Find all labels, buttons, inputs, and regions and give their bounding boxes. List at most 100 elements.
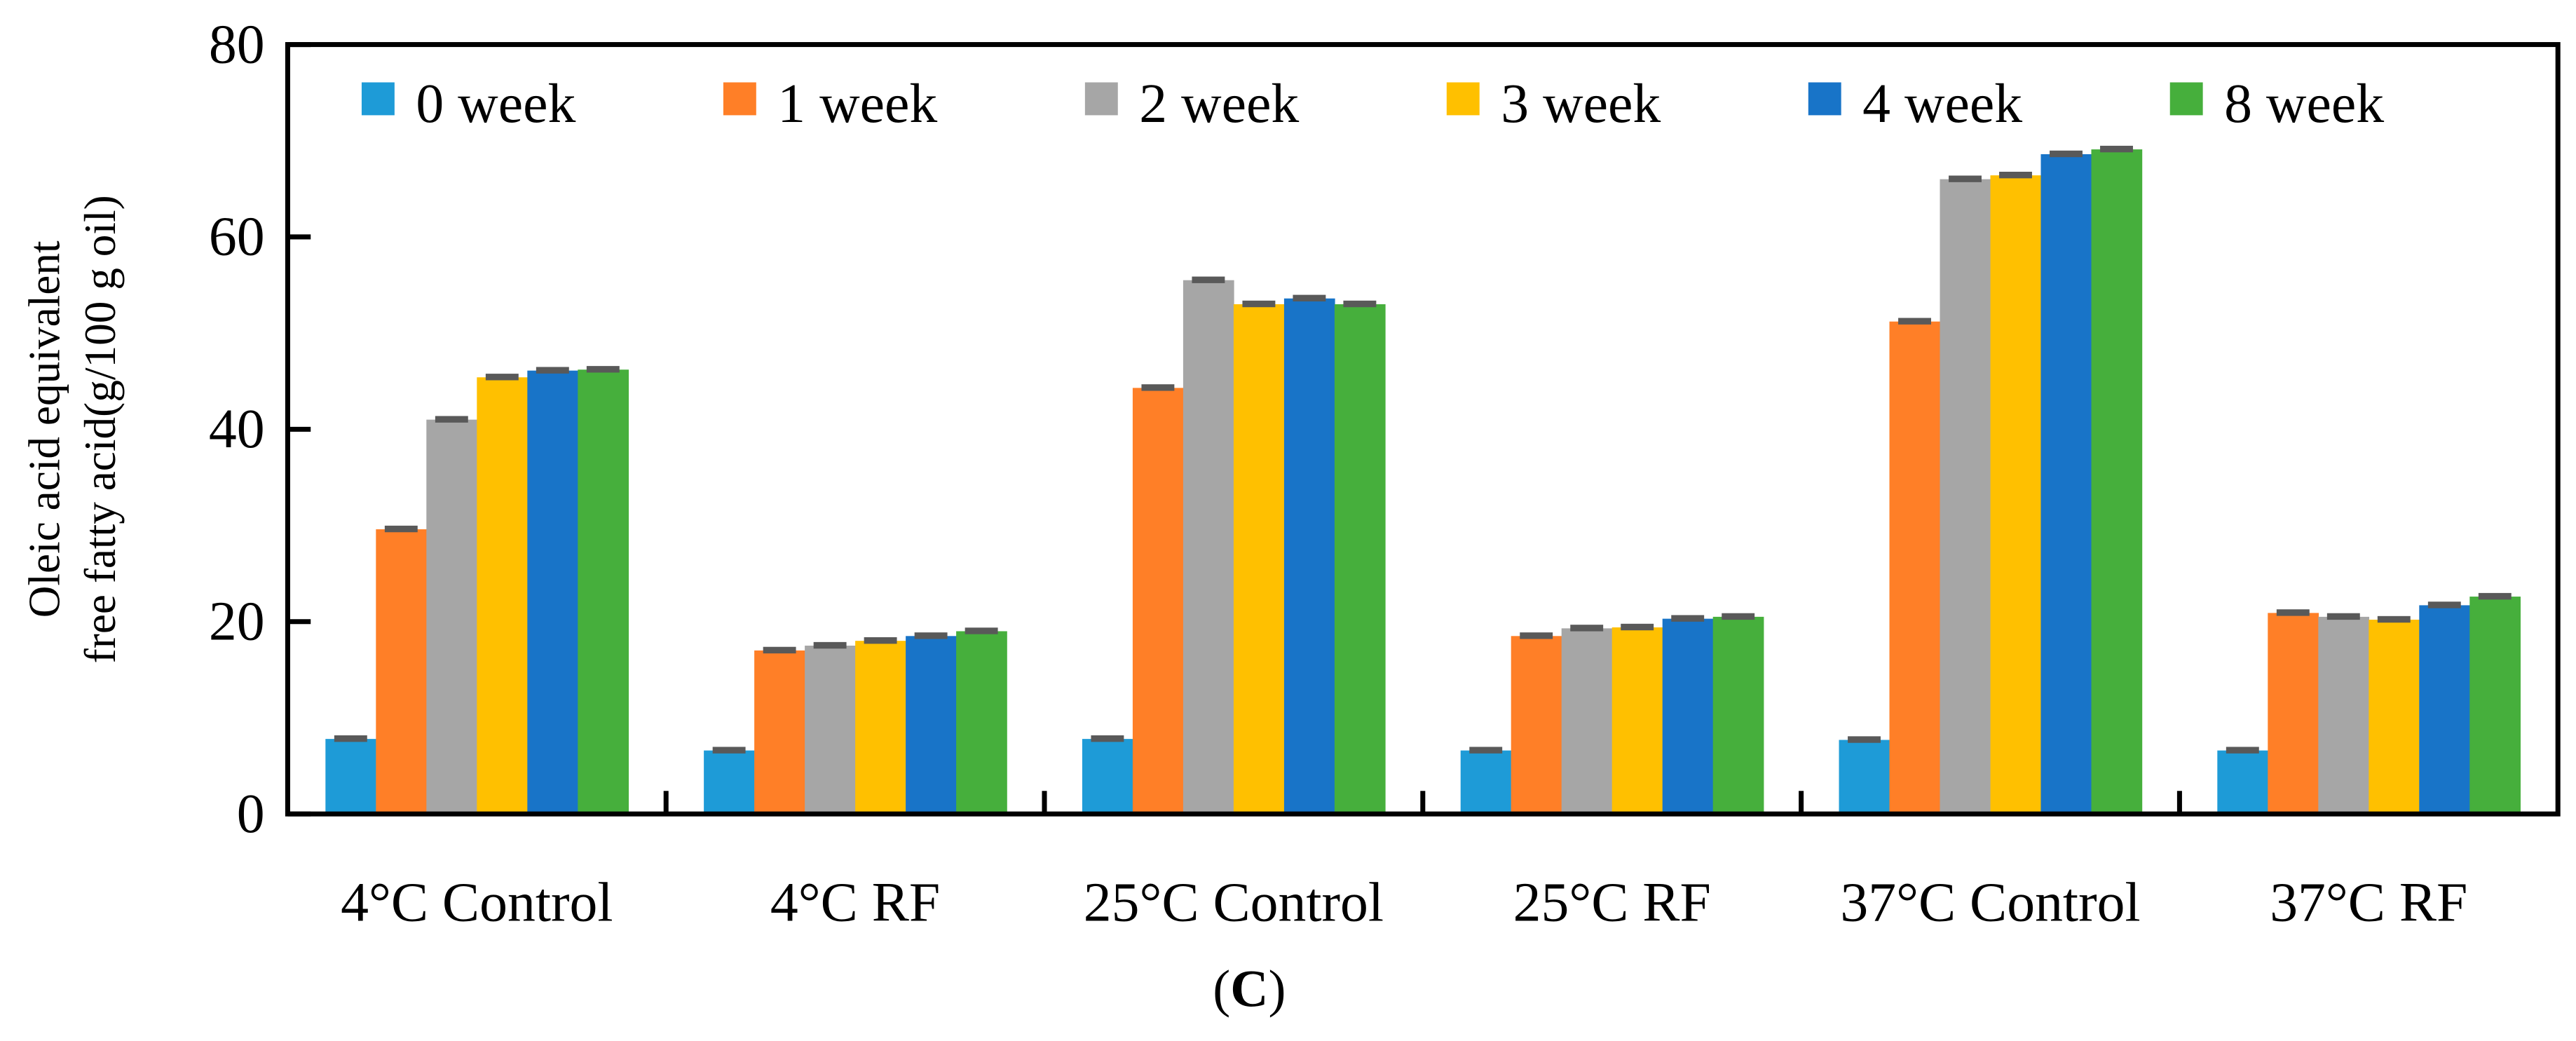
bar-8-week-3	[1712, 616, 1764, 815]
y-tick-label: 60	[209, 206, 265, 268]
panel-label-letter: C	[1230, 960, 1268, 1019]
bar-2-week-0	[426, 419, 478, 815]
bar-0-week-0	[325, 739, 377, 815]
legend-label: 0 week	[416, 73, 575, 135]
bar-2-week-1	[805, 646, 856, 815]
panel-label: (C)	[1213, 960, 1286, 1019]
error-bar	[1242, 300, 1276, 308]
y-axis-label: Oleic acid equivalent free fatty acid(g/…	[20, 195, 125, 663]
error-bar	[2326, 613, 2360, 620]
error-bar	[1293, 294, 1326, 301]
error-bar	[1469, 747, 1503, 754]
legend-swatch	[2169, 82, 2203, 116]
legend-swatch	[1446, 82, 1480, 116]
bar-8-week-4	[2091, 149, 2143, 815]
bar-3-week-2	[1233, 304, 1285, 815]
x-tick-label: 25°C RF	[1513, 872, 1711, 934]
error-bar	[1343, 300, 1377, 308]
legend-label: 2 week	[1139, 73, 1299, 135]
bar-0-week-1	[704, 750, 755, 815]
error-bar	[1671, 615, 1705, 622]
x-tick-label: 37°C RF	[2270, 872, 2467, 934]
error-bar	[435, 416, 468, 423]
x-tick-label: 37°C Control	[1840, 872, 2140, 934]
error-bar	[384, 525, 418, 533]
error-bar	[1848, 736, 1881, 743]
error-bar	[864, 637, 897, 644]
error-bar	[334, 735, 367, 742]
y-axis-label-line-1: Oleic acid equivalent	[20, 240, 69, 618]
error-bar	[1621, 623, 1654, 631]
error-bar	[1949, 175, 1982, 182]
error-bar	[2377, 615, 2411, 623]
bar-0-week-5	[2217, 750, 2269, 815]
legend-label: 4 week	[1862, 73, 2022, 135]
bar-3-week-5	[2369, 619, 2420, 815]
error-bar	[965, 627, 998, 634]
legend-label: 1 week	[777, 73, 937, 135]
error-bar	[1192, 276, 1225, 283]
error-bar	[2226, 747, 2259, 754]
legend-label: 3 week	[1501, 73, 1661, 135]
bar-4-week-2	[1283, 298, 1335, 815]
error-bar	[1520, 632, 1553, 639]
y-tick-label: 0	[237, 783, 265, 845]
x-tick-label: 4°C Control	[341, 872, 613, 934]
bar-8-week-5	[2469, 597, 2521, 815]
error-bar	[1141, 384, 1175, 391]
bar-1-week-3	[1511, 636, 1562, 815]
bar-8-week-0	[578, 369, 629, 815]
bar-4-week-0	[527, 370, 579, 815]
error-bar	[485, 374, 519, 381]
y-tick-label: 80	[209, 13, 265, 75]
bar-1-week-0	[376, 529, 428, 815]
legend-swatch	[1084, 82, 1118, 116]
x-tick-label: 4°C RF	[770, 872, 940, 934]
bar-8-week-1	[956, 631, 1007, 815]
y-tick-label: 40	[209, 398, 265, 460]
bar-0-week-3	[1460, 750, 1512, 815]
bar-2-week-2	[1183, 280, 1234, 815]
error-bar	[763, 646, 796, 654]
legend-label: 8 week	[2224, 73, 2384, 135]
bar-0-week-2	[1082, 739, 1133, 815]
bar-3-week-3	[1611, 627, 1663, 815]
bar-4-week-1	[906, 636, 957, 815]
bar-3-week-1	[855, 641, 906, 815]
bar-2-week-3	[1561, 628, 1613, 815]
y-axis-label-line-2: free fatty acid(g/100 g oil)	[76, 195, 125, 663]
error-bar	[1091, 735, 1124, 742]
bar-4-week-3	[1662, 618, 1714, 815]
bar-1-week-5	[2268, 613, 2319, 815]
bar-1-week-4	[1889, 321, 1941, 815]
bar-8-week-2	[1334, 304, 1386, 815]
legend-swatch	[361, 82, 395, 116]
bar-4-week-4	[2040, 154, 2092, 815]
error-bar	[1722, 613, 1755, 620]
error-bar	[813, 641, 847, 649]
bar-2-week-5	[2318, 616, 2370, 815]
error-bar	[1999, 171, 2032, 179]
bar-0-week-4	[1839, 740, 1890, 815]
y-tick-label: 20	[209, 591, 265, 653]
bar-3-week-0	[477, 377, 529, 815]
bar-2-week-4	[1940, 179, 1991, 815]
error-bar	[586, 366, 620, 373]
error-bar	[1570, 625, 1604, 632]
error-bar	[2100, 145, 2133, 153]
error-bar	[2427, 601, 2461, 608]
bar-1-week-2	[1132, 388, 1184, 815]
error-bar	[2276, 609, 2310, 616]
error-bar	[536, 367, 569, 374]
legend-swatch	[723, 82, 756, 116]
bar-1-week-1	[754, 650, 805, 815]
bar-4-week-5	[2419, 605, 2471, 815]
x-tick-label: 25°C Control	[1084, 872, 1384, 934]
error-bar	[2478, 592, 2512, 600]
bar-3-week-4	[1990, 175, 2042, 815]
legend-swatch	[1808, 82, 1841, 116]
error-bar	[914, 632, 948, 639]
error-bar	[2050, 150, 2083, 158]
